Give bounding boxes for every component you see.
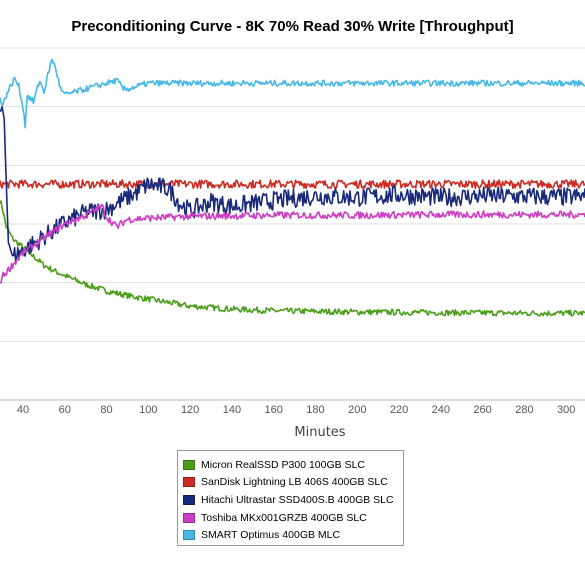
legend-item: Hitachi Ultrastar SSD400S.B 400GB SLC [183, 491, 403, 509]
legend-label: Toshiba MKx001GRZB 400GB SLC [201, 511, 367, 524]
x-tick-label: 120 [181, 404, 199, 416]
x-tick-label: 220 [390, 404, 408, 416]
legend-item: Micron RealSSD P300 100GB SLC [183, 456, 403, 474]
x-tick-label: 160 [265, 404, 283, 416]
x-tick-label: 280 [515, 404, 533, 416]
legend-label: SanDisk Lightning LB 406S 400GB SLC [201, 476, 388, 489]
legend-label: SMART Optimus 400GB MLC [201, 529, 341, 542]
legend-swatch [183, 530, 195, 541]
x-tick-label: 240 [432, 404, 450, 416]
x-tick-label: 200 [348, 404, 366, 416]
x-tick-label: 140 [223, 404, 241, 416]
x-axis-title: Minutes [294, 425, 345, 440]
x-tick-label: 80 [100, 404, 112, 416]
series-layer [0, 58, 585, 317]
x-tick-label: 180 [306, 404, 324, 416]
series-line-1 [0, 200, 585, 317]
series-line-4 [0, 203, 585, 284]
legend: Micron RealSSD P300 100GB SLC SanDisk Lig… [177, 450, 404, 546]
legend-swatch [183, 477, 195, 488]
legend-item: SMART Optimus 400GB MLC [183, 526, 403, 544]
chart-title: Preconditioning Curve - 8K 70% Read 30% … [71, 18, 514, 35]
legend-label: Hitachi Ultrastar SSD400S.B 400GB SLC [201, 493, 394, 506]
x-tick-label: 60 [59, 404, 71, 416]
legend-label: Micron RealSSD P300 100GB SLC [201, 458, 365, 471]
grid-layer [0, 47, 585, 401]
x-tick-label: 300 [557, 404, 575, 416]
legend-swatch [183, 494, 195, 505]
legend-item: SanDisk Lightning LB 406S 400GB SLC [183, 474, 403, 492]
x-tick-label: 100 [139, 404, 157, 416]
x-tick-labels: 40 60 80 100 120 140 160 180 200 220 240 260 280 300 [17, 404, 576, 416]
series-line-2 [0, 179, 585, 189]
x-tick-label: 260 [473, 404, 491, 416]
legend-swatch [183, 459, 195, 470]
legend-item: Toshiba MKx001GRZB 400GB SLC [183, 509, 403, 527]
x-tick-label: 40 [17, 404, 29, 416]
legend-swatch [183, 512, 195, 523]
series-line-5 [0, 58, 585, 129]
